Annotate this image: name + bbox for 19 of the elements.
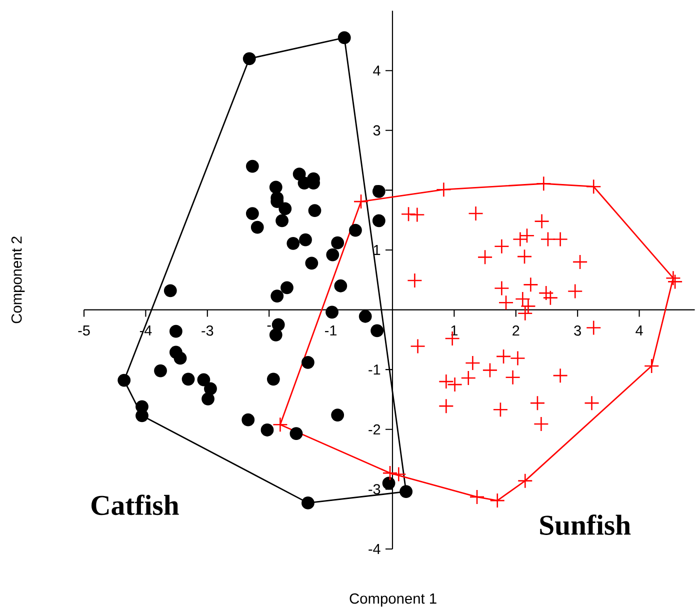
x-tick-label: -1 [325, 326, 336, 336]
y-axis-title: Component 2 [11, 236, 25, 324]
series-label: Sunfish [540, 514, 631, 536]
y-tick-label: -1 [368, 364, 380, 375]
x-axis-title: Component 1 [350, 593, 436, 607]
x-tick-label: 3 [574, 326, 581, 336]
y-tick-label: 3 [373, 125, 380, 136]
text: Catfish [92, 494, 179, 516]
x-tick-label: 2 [512, 326, 520, 336]
x-tick-label: 1 [451, 326, 458, 336]
x-tick-label: -5 [78, 326, 90, 336]
x-tick-label: -3 [202, 326, 214, 336]
y-tick-label: -4 [368, 544, 380, 554]
y-tick-label: 1 [374, 245, 380, 255]
y-tick-label: -3 [368, 484, 380, 494]
y-tick-label: -2 [368, 424, 380, 434]
x-tick-label: 4 [636, 326, 643, 336]
x-tick-label: - [267, 326, 271, 327]
y-tick-label: 4 [373, 66, 380, 76]
